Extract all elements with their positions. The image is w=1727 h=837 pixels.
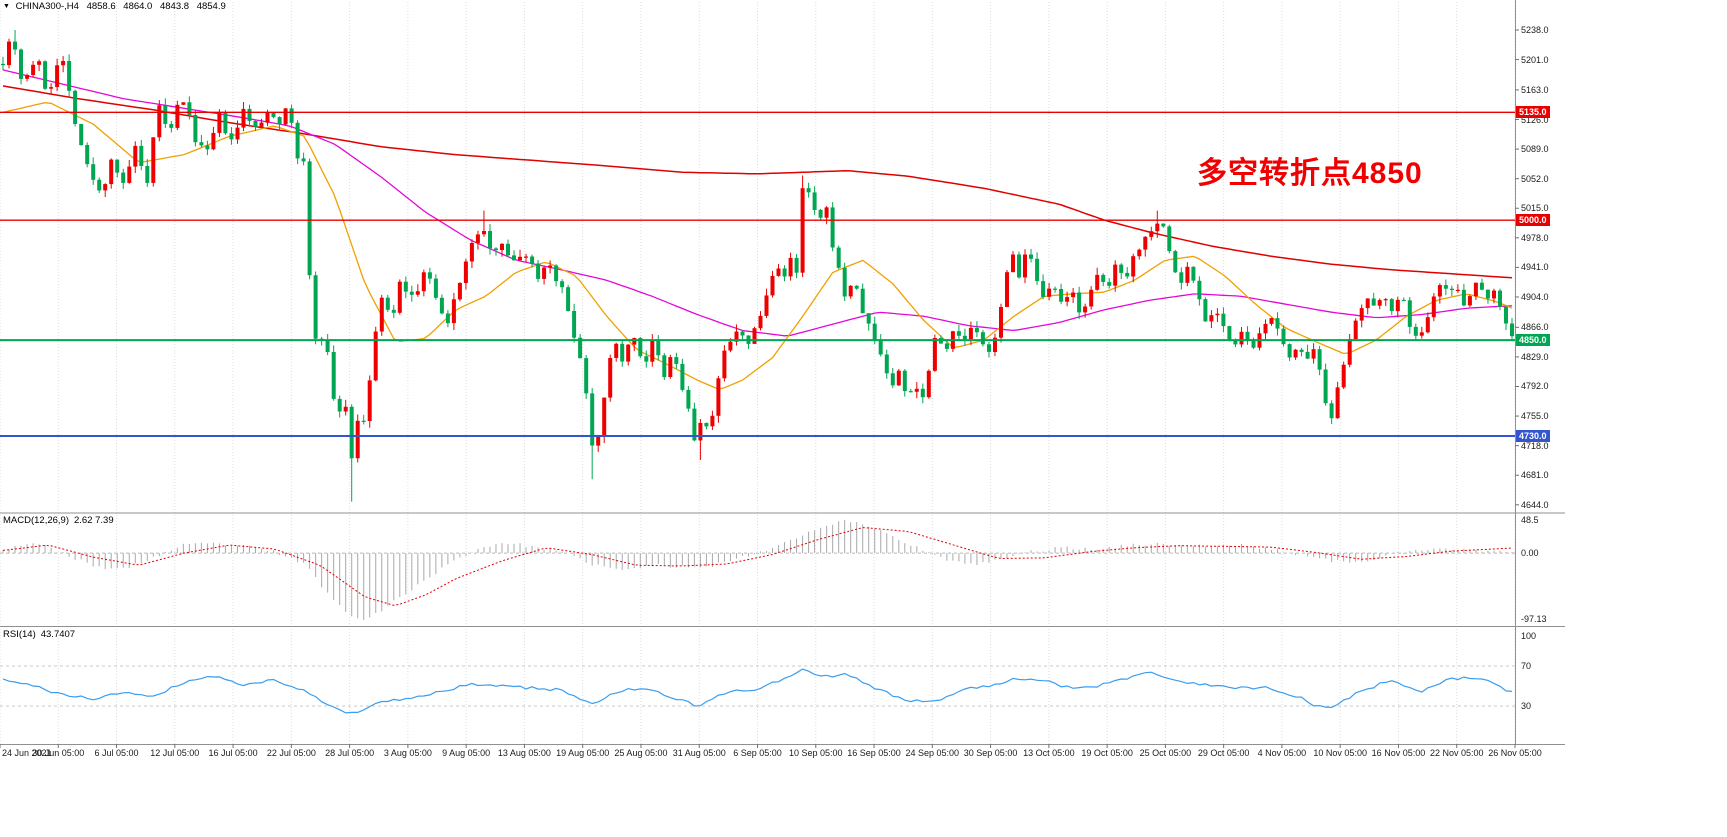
time-tick-label: 22 Nov 05:00: [1429, 748, 1484, 758]
ma-fast-orange-line: [2, 102, 1513, 390]
price-tick-label: 4978.0: [1521, 232, 1549, 243]
price-tick-label: 5163.0: [1521, 84, 1549, 95]
time-tick-label: 26 Nov 05:00: [1488, 748, 1542, 758]
macd-histogram: [2, 519, 1513, 620]
time-tick-label: 13 Oct 05:00: [1023, 748, 1075, 758]
time-tick-label: 16 Sep 05:00: [847, 748, 901, 758]
candles: [1, 30, 1514, 502]
quote-high-value: 4864.0: [123, 1, 153, 12]
price-tick-label: 5089.0: [1521, 144, 1549, 155]
symbol-dropdown-icon[interactable]: ▼: [3, 3, 10, 10]
chart-annotation-text: 多空转折点4850: [1197, 157, 1423, 190]
price-level-badge: 5135.0: [1516, 106, 1550, 119]
price-tick-label: 5201.0: [1521, 54, 1549, 65]
rsi-value: 43.7407: [40, 629, 76, 640]
time-tick-label: 10 Nov 05:00: [1313, 748, 1367, 758]
time-tick-label: 16 Jul 05:00: [208, 748, 258, 758]
time-tick-label: 25 Oct 05:00: [1139, 748, 1192, 758]
price-tick-label: 5015.0: [1521, 203, 1549, 214]
time-tick-label: 16 Nov 05:00: [1371, 748, 1426, 758]
price-tick-label: 4866.0: [1521, 322, 1549, 333]
price-tick-label: 4755.0: [1521, 411, 1549, 422]
rsi-tick-label: 100: [1521, 631, 1537, 641]
macd-tick-label: -97.13: [1521, 613, 1547, 624]
quote-close-value: 4854.9: [196, 1, 226, 12]
time-tick-label: 19 Oct 05:00: [1081, 748, 1133, 758]
rsi-tick-label: 30: [1521, 701, 1532, 711]
time-tick-label: 30 Sep 05:00: [963, 748, 1018, 758]
time-tick-label: 3 Aug 05:00: [383, 748, 432, 758]
macd-tick-label: 0.00: [1521, 548, 1539, 559]
time-tick-label: 13 Aug 05:00: [497, 748, 551, 758]
price-tick-label: 5126.0: [1521, 114, 1549, 125]
time-tick-label: 10 Sep 05:00: [788, 748, 843, 758]
grid-lines: [0, 2, 1516, 744]
price-tick-label: 4644.0: [1521, 499, 1549, 510]
time-tick-label: 4 Nov 05:00: [1257, 748, 1307, 758]
price-tick-label: 4904.0: [1521, 291, 1549, 302]
rsi-indicator-label: RSI(14) 43.7407: [3, 629, 75, 640]
symbol-ohlc-header: ▼ CHINA300-,H4 4858.6 4864.0 4843.8 4854…: [3, 1, 226, 12]
macd-tick-label: 48.5: [1521, 515, 1539, 526]
time-tick-label: 30 Jun 05:00: [32, 748, 85, 758]
time-tick-label: 24 Jun 2021: [2, 748, 52, 758]
price-tick-label: 4941.0: [1521, 262, 1549, 273]
quote-open-value: 4858.6: [86, 1, 116, 12]
price-level-badge: 4850.0: [1516, 334, 1550, 347]
macd-indicator-label: MACD(12,26,9) 2.62 7.39: [3, 515, 114, 526]
rsi-line: [2, 668, 1513, 714]
time-tick-label: 9 Aug 05:00: [442, 748, 491, 758]
price-tick-label: 4829.0: [1521, 351, 1549, 362]
price-tick-label: 4718.0: [1521, 440, 1549, 451]
price-level-badge: 4730.0: [1516, 430, 1550, 443]
rsi-tick-label: 70: [1521, 661, 1532, 671]
time-tick-label: 25 Aug 05:00: [614, 748, 668, 758]
macd-signal-line: [2, 527, 1513, 606]
time-tick-label: 31 Aug 05:00: [672, 748, 726, 758]
time-tick-label: 12 Jul 05:00: [150, 748, 200, 758]
time-tick-label: 6 Sep 05:00: [733, 748, 782, 758]
rsi-title: RSI(14): [3, 629, 36, 640]
time-tick-label: 28 Jul 05:00: [325, 748, 375, 758]
price-tick-label: 4792.0: [1521, 381, 1549, 392]
time-tick-label: 19 Aug 05:00: [556, 748, 610, 758]
quote-low-value: 4843.8: [159, 1, 190, 12]
time-tick-label: 24 Sep 05:00: [905, 748, 960, 758]
macd-values: 2.62 7.39: [74, 515, 114, 526]
time-tick-label: 6 Jul 05:00: [94, 748, 139, 758]
macd-title: MACD(12,26,9): [3, 515, 69, 526]
time-tick-label: 22 Jul 05:00: [266, 748, 316, 758]
time-tick-label: 29 Oct 05:00: [1197, 748, 1250, 758]
price-level-badge: 5000.0: [1516, 214, 1550, 227]
price-tick-label: 4681.0: [1521, 470, 1549, 481]
ma-mid-magenta-line: [2, 69, 1513, 337]
symbol-timeframe-label: CHINA300-,H4: [15, 1, 79, 12]
price-tick-label: 5052.0: [1521, 173, 1549, 184]
price-tick-label: 5238.0: [1521, 24, 1549, 35]
